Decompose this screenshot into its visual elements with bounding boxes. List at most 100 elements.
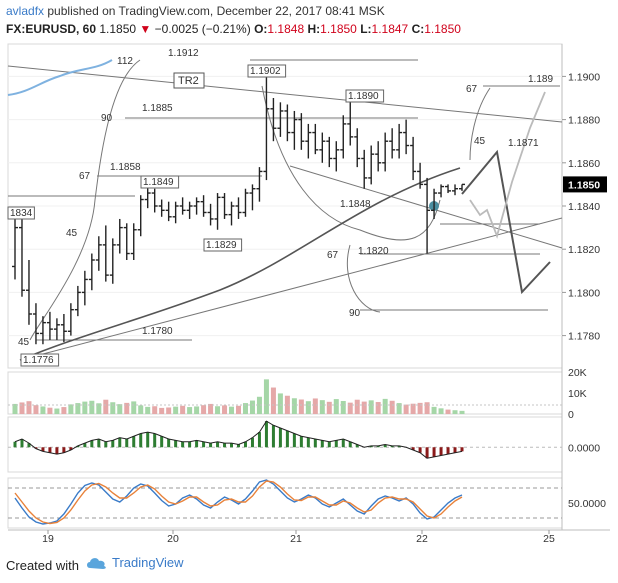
volume-bar <box>229 406 235 414</box>
price-label: 1.1885 <box>142 103 173 114</box>
volume-tick-label: 10K <box>568 388 587 400</box>
volume-bar <box>277 393 283 414</box>
fib-label: 67 <box>79 171 91 182</box>
fib-arc-upper <box>469 87 491 161</box>
down-arrow-icon: ▼ <box>139 22 152 36</box>
low-label: L: <box>360 22 372 36</box>
price-label: 1.1871 <box>508 138 539 149</box>
volume-bar <box>270 387 276 414</box>
volume-bar <box>431 406 437 414</box>
volume-bar <box>375 402 381 414</box>
fib-label: 45 <box>66 228 78 239</box>
volume-bar <box>40 406 46 414</box>
fib-arc-lower <box>346 244 381 313</box>
price-label: 1.1902 <box>250 66 281 77</box>
volume-bar <box>438 408 444 414</box>
volume-tick-label: 0 <box>568 409 574 421</box>
y-tick-label: 1.1900 <box>568 71 600 83</box>
trend-line-support <box>19 217 563 361</box>
fib-label: 90 <box>101 113 113 124</box>
volume-bar <box>424 402 430 414</box>
created-with-text: Created with <box>6 558 79 573</box>
tr2-label-box <box>173 72 205 89</box>
projection-path-light <box>469 91 546 239</box>
volume-bar <box>410 403 416 414</box>
volume-bar <box>312 398 318 414</box>
y-tick-label: 1.1860 <box>568 158 600 170</box>
fib-label: 45 <box>18 337 30 348</box>
y-tick-label: 1.1880 <box>568 115 600 127</box>
price-label: 1.1849 <box>143 177 174 188</box>
tradingview-brand[interactable]: TradingView <box>86 555 184 570</box>
x-tick-label: 22 <box>416 533 428 545</box>
fib-label: 90 <box>349 308 361 319</box>
price-label: 1.1780 <box>142 326 173 337</box>
volume-bar <box>173 406 179 414</box>
volume-bar <box>33 405 39 414</box>
stochastic-tick-label: 50.0000 <box>568 498 606 510</box>
high-value: 1.1850 <box>320 22 357 36</box>
volume-bar <box>208 403 214 414</box>
volume-bar <box>256 396 262 414</box>
fib-label: 67 <box>327 250 339 261</box>
volume-bar <box>242 403 248 414</box>
volume-bar <box>445 409 451 414</box>
volume-bar <box>333 399 339 414</box>
volume-bar <box>82 401 88 414</box>
volume-bar <box>284 395 290 414</box>
volume-bar <box>138 405 144 414</box>
volume-bar <box>166 407 172 414</box>
published-text: published on TradingView.com, December 2… <box>47 4 385 18</box>
price-label: 1.1820 <box>358 246 389 257</box>
price-label: 1.1912 <box>168 48 199 59</box>
open-value: 1.1848 <box>267 22 305 36</box>
volume-bar <box>382 398 388 414</box>
low-value: 1.1847 <box>371 22 409 36</box>
volume-bar <box>75 403 81 414</box>
x-tick-label: 20 <box>167 533 179 545</box>
volume-bar <box>187 407 193 414</box>
projection-path-dark <box>461 149 551 295</box>
x-tick-label: 25 <box>543 533 555 545</box>
price-label-box <box>20 353 60 367</box>
volume-bar <box>54 408 60 414</box>
price-label: 1.1848 <box>340 199 371 210</box>
tr2-label: TR2 <box>178 75 199 87</box>
volume-bar <box>396 403 402 414</box>
symbol-label: FX:EURUSD, 60 <box>6 22 97 36</box>
volume-bar <box>361 401 367 414</box>
volume-tick-label: 20K <box>568 367 587 379</box>
chart-canvas[interactable]: 1.1900 1.1880 1.1860 1.1840 1.1820 1.1800 1.17… <box>0 0 618 552</box>
publish-line: avladfx published on TradingView.com, De… <box>6 4 385 18</box>
x-tick-label: 19 <box>42 533 54 545</box>
price-label-box <box>203 238 243 252</box>
moving-average-line <box>19 167 461 361</box>
volume-bar <box>417 402 423 414</box>
volume-bar <box>89 400 95 414</box>
y-tick-label: 1.1820 <box>568 244 600 256</box>
volume-bar <box>180 405 186 414</box>
author-link[interactable]: avladfx <box>6 4 45 18</box>
volume-bar <box>61 407 67 414</box>
price-label-box <box>247 64 287 78</box>
high-label: H: <box>307 22 321 36</box>
fib-arc-left <box>29 59 141 341</box>
price-label: 1.1858 <box>110 162 141 173</box>
volume-bar <box>117 404 123 414</box>
y-tick-label: 1.1780 <box>568 331 600 343</box>
oscillator-signal-line <box>14 420 463 459</box>
price-label-box <box>345 89 385 103</box>
chart-header: avladfx published on TradingView.com, De… <box>0 0 618 38</box>
close-label: C: <box>411 22 425 36</box>
volume-bar <box>215 406 221 414</box>
price-label: 1.1890 <box>348 91 379 102</box>
fib-arc-right <box>261 85 441 241</box>
volume-bar <box>347 402 353 414</box>
stochastic-line-2 <box>14 480 463 525</box>
volume-bar <box>368 400 374 414</box>
fib-label: 67 <box>466 84 478 95</box>
close-value: 1.1850 <box>424 22 461 36</box>
price-label-box <box>140 175 180 189</box>
volume-bar <box>298 399 304 414</box>
volume-bar <box>201 405 207 414</box>
